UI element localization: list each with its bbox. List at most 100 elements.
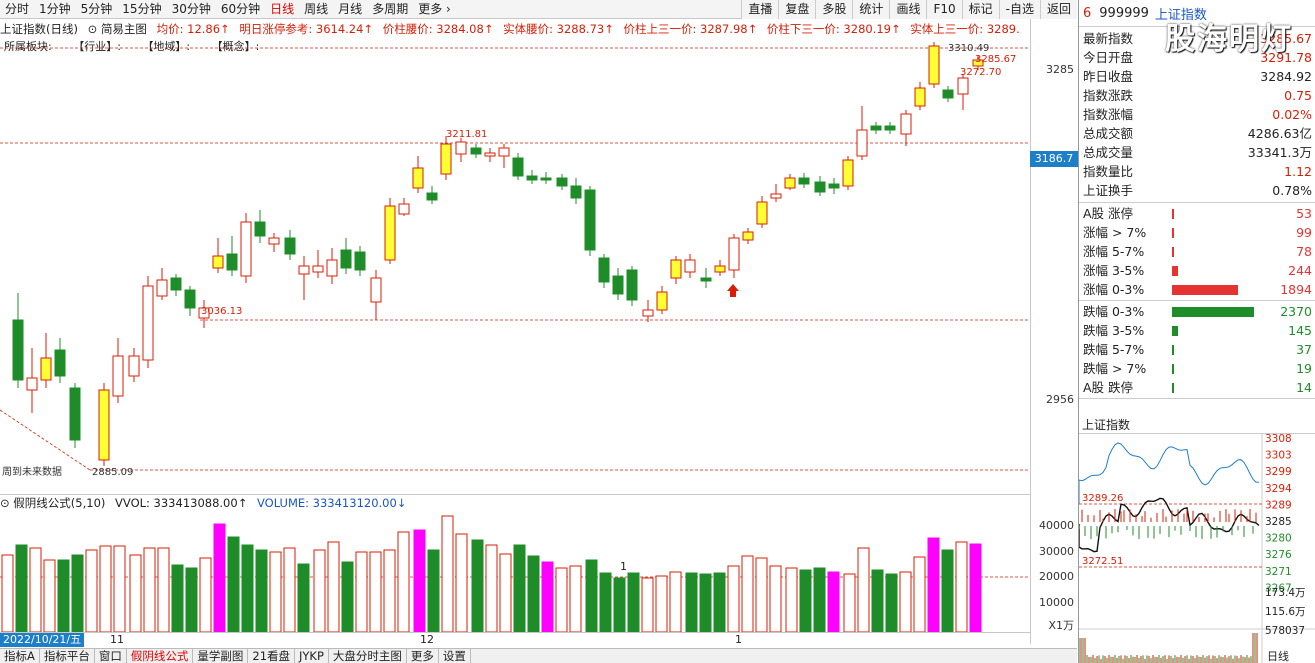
volume-bar — [699, 573, 712, 632]
bottom-tab[interactable]: 量学副图 — [193, 649, 249, 663]
mini-y-label: 3299 — [1265, 466, 1292, 478]
tool-mark-button[interactable]: 标记 — [961, 0, 999, 19]
label-3285: 3285.67 — [975, 54, 1016, 65]
volume-bar — [669, 571, 682, 632]
mini-low-label: 3272.51 — [1082, 556, 1123, 567]
tool-back-button[interactable]: 返回 — [1039, 0, 1077, 19]
volume-bar — [57, 559, 70, 632]
candle-body — [684, 259, 696, 273]
candlestick-chart[interactable]: 3310.49 3285.67 3272.70 3211.81 3036.13 … — [0, 38, 1030, 488]
bottom-tab[interactable]: JYKP — [295, 649, 329, 663]
vol-unit-label: X1万 — [1048, 619, 1074, 632]
candle-body — [455, 141, 467, 155]
dist-row: A股 跌停 14 — [1079, 378, 1315, 397]
volume-bar — [427, 549, 440, 632]
candle — [584, 186, 596, 256]
candle — [184, 286, 196, 316]
bottom-tab[interactable]: 大盘分时主图 — [329, 649, 407, 663]
tool-watchlist-button[interactable]: -自选 — [998, 0, 1040, 19]
period-tab[interactable]: 月线 — [338, 1, 363, 16]
period-tab[interactable]: 15分钟 — [122, 1, 162, 16]
candle-body — [484, 152, 496, 157]
tool-live-button[interactable]: 直播 — [741, 0, 779, 19]
vvol-value: VVOL: 333413088.00↑ — [115, 496, 248, 510]
volume-bar — [871, 569, 884, 632]
dist-label: 跌幅 0-3% — [1083, 304, 1145, 319]
bottom-tab[interactable]: 21看盘 — [248, 649, 296, 663]
volume-bar — [369, 551, 382, 632]
bottom-tab[interactable]: 窗口 — [95, 649, 127, 663]
candle-body — [598, 257, 610, 283]
sector-industry[interactable]: 【行业】: — [73, 40, 121, 53]
tool-review-button[interactable]: 复盘 — [778, 0, 816, 19]
vol-axis-label: 40000 — [1039, 519, 1074, 532]
dist-bar — [1172, 266, 1178, 276]
mini-y-label: 3303 — [1265, 450, 1292, 462]
candle — [498, 144, 510, 168]
period-tab[interactable]: 60分钟 — [220, 1, 261, 16]
tool-multi-button[interactable]: 多股 — [815, 0, 853, 19]
label-3036: 3036.13 — [201, 306, 242, 317]
period-tab[interactable]: 周线 — [304, 1, 329, 16]
bottom-tab-active[interactable]: 假阴线公式 — [127, 649, 194, 663]
volume-bar — [441, 515, 454, 632]
label-3272: 3272.70 — [960, 67, 1001, 78]
trend-dashline — [0, 409, 91, 471]
candle — [556, 174, 568, 190]
volume-bar — [655, 575, 668, 632]
volume-bar — [541, 561, 554, 632]
dist-label: 跌幅 > 7% — [1083, 361, 1147, 376]
mini-y-label: 3289 — [1265, 499, 1292, 511]
stat-row: 今日开盘 3291.78 — [1079, 48, 1315, 67]
period-tab[interactable]: 30分钟 — [171, 1, 211, 16]
bottom-tab[interactable]: 设置 — [439, 649, 471, 663]
sector-region[interactable]: 【地域】: — [142, 40, 191, 53]
decline-distribution: 跌幅 0-3% 2370 跌幅 3-5% 145 跌幅 5-7% 37 跌幅 > 7% 19 A… — [1079, 301, 1315, 399]
vol-formula-title[interactable]: ⊙ 假阴线公式(5,10) — [0, 496, 106, 510]
tool-draw-button[interactable]: 画线 — [889, 0, 927, 19]
period-tab[interactable]: 1分钟 — [39, 1, 71, 16]
period-tab[interactable]: 5分钟 — [80, 1, 113, 16]
dist-row: 涨幅 5-7% 78 — [1079, 242, 1315, 261]
candle-body — [928, 45, 940, 85]
candle-body — [870, 125, 882, 131]
volume-bar — [71, 554, 84, 632]
price-axis: 3285 2956 40000 30000 20000 10000 X1万 — [1030, 19, 1078, 644]
volume-bar — [341, 561, 354, 632]
volume-chart[interactable]: 1 — [0, 510, 1030, 632]
candle-body — [900, 113, 912, 135]
tool-f10-button[interactable]: F10 — [926, 0, 962, 19]
mini-chart-svg[interactable]: 3308 3303 3299 3294 3289 3285 3280 3276 3271 3267… — [1078, 433, 1315, 663]
dist-count: 53 — [1296, 206, 1312, 221]
candle-body — [184, 289, 196, 309]
candle-body — [142, 285, 154, 361]
volume-bar — [1, 554, 14, 632]
mini-y-label: 3294 — [1265, 483, 1292, 495]
candle-body — [226, 253, 238, 271]
page-marker: 6 — [1083, 5, 1092, 21]
label-3211: 3211.81 — [446, 129, 487, 140]
period-tab-more[interactable]: 更多 › — [418, 1, 451, 16]
dist-count: 99 — [1296, 225, 1312, 240]
mini-vol-label: 115.6万 — [1265, 606, 1306, 618]
bottom-tab[interactable]: 更多 — [407, 649, 439, 663]
mini-y-label: 3276 — [1265, 549, 1292, 561]
period-tab-daily[interactable]: 日线 — [270, 1, 295, 16]
period-tab[interactable]: 分时 — [5, 1, 30, 16]
volume-bar — [485, 544, 498, 632]
volume-bar — [955, 541, 968, 632]
candle — [484, 148, 496, 162]
main-chart-tab[interactable]: ⊙ 简易主图 — [87, 22, 147, 36]
candle — [156, 268, 168, 300]
candle — [226, 236, 238, 276]
bottom-tab[interactable]: 指标平台 — [40, 649, 95, 663]
bottom-tab[interactable]: 指标A — [0, 649, 40, 663]
candle-body — [656, 291, 668, 311]
period-tab[interactable]: 多周期 — [372, 1, 409, 16]
stock-name[interactable]: 上证指数 — [1154, 7, 1207, 23]
candle-body — [98, 389, 110, 461]
tool-stats-button[interactable]: 统计 — [852, 0, 890, 19]
candle-body — [26, 377, 38, 391]
volume-bar — [43, 559, 56, 632]
sector-concept[interactable]: 【概念】: — [211, 40, 260, 53]
